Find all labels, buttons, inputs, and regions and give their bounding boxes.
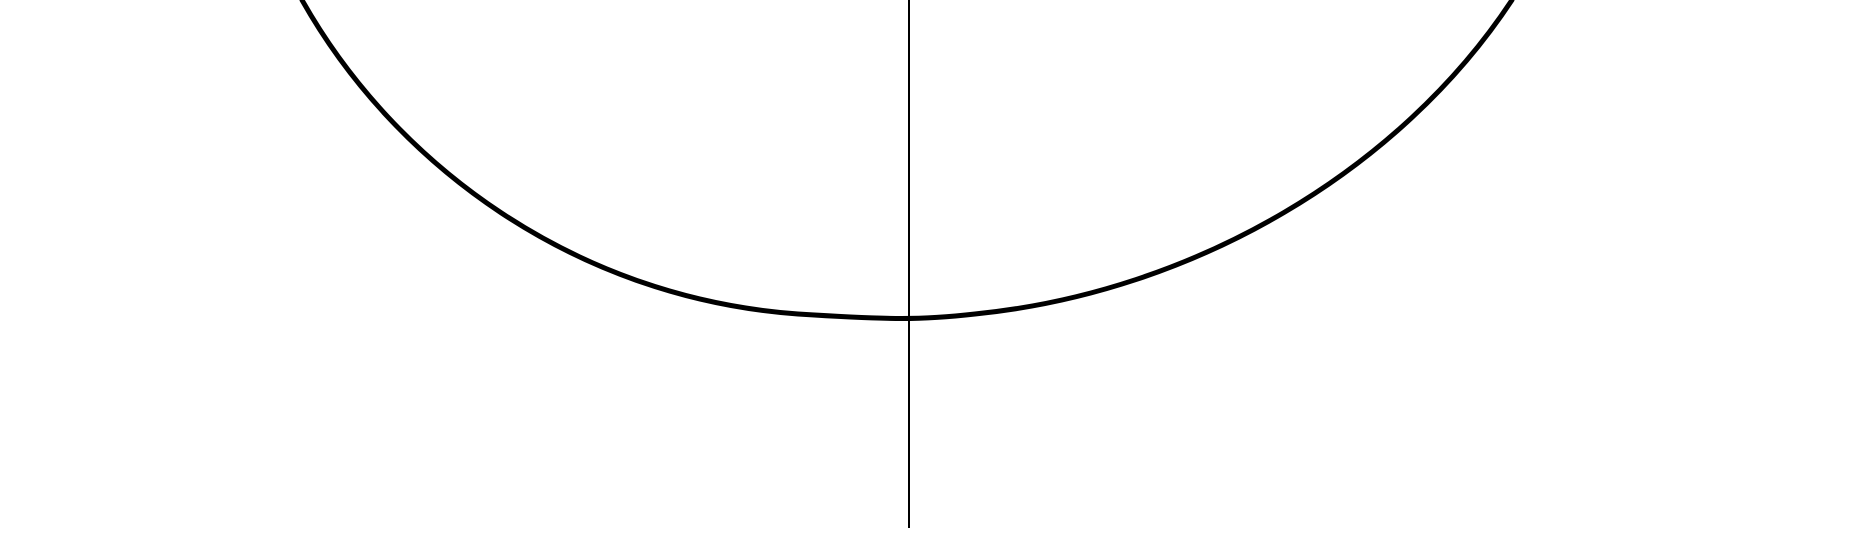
ellipse-curve <box>299 0 1515 321</box>
